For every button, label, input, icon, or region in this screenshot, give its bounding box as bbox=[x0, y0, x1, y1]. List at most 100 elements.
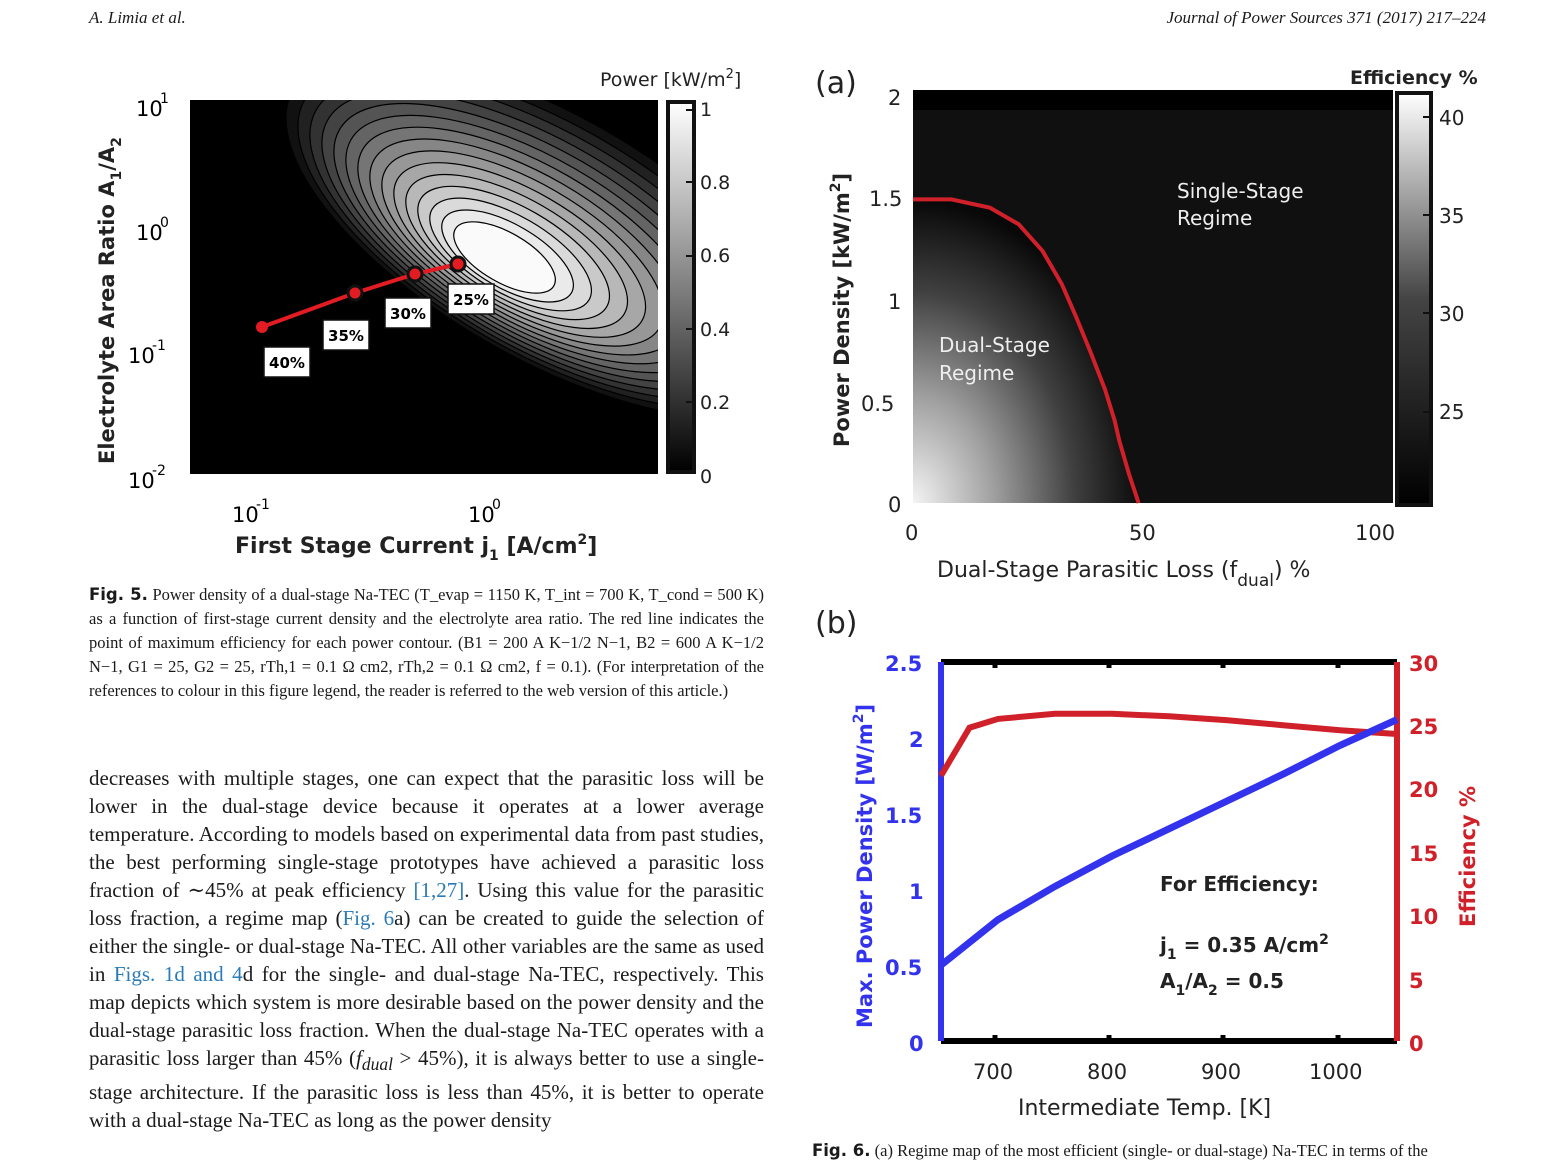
annotation-area-ratio: A1/A2 = 0.5 bbox=[1160, 969, 1284, 999]
svg-text:700: 700 bbox=[973, 1060, 1013, 1084]
fig6b-xticks: 700 800 900 1000 bbox=[973, 1060, 1362, 1084]
svg-text:0: 0 bbox=[492, 497, 501, 513]
efficiency-label-25: 25% bbox=[447, 283, 495, 315]
fig6a-colorbar bbox=[1395, 91, 1433, 507]
fig5-ytick-m1: 10-1 bbox=[128, 338, 166, 368]
figure-5-caption-label: Fig. 5. bbox=[89, 585, 148, 604]
svg-text:1: 1 bbox=[700, 99, 712, 121]
figs-link[interactable]: Figs. 1d and 4 bbox=[113, 962, 243, 986]
svg-text:1: 1 bbox=[909, 880, 924, 904]
efficiency-curve bbox=[938, 710, 1398, 778]
power-contours bbox=[273, 100, 658, 427]
svg-text:0: 0 bbox=[700, 466, 712, 488]
svg-text:-2: -2 bbox=[152, 463, 166, 479]
efficiency-label-30: 30% bbox=[384, 297, 432, 329]
fig6b-yticks-left: 2.5 2 1.5 1 0.5 0 bbox=[885, 652, 924, 1056]
figure-6a: (a) Single-Stage Regime Dual-Stage Regim… bbox=[815, 66, 1478, 591]
svg-text:10: 10 bbox=[1409, 905, 1438, 929]
svg-text:0.2: 0.2 bbox=[700, 392, 730, 414]
fig5-colorbar-ticks: 1 0.8 0.6 0.4 0.2 0 bbox=[686, 99, 730, 488]
svg-text:0: 0 bbox=[909, 1032, 924, 1056]
fig6a-panel-label: (a) bbox=[815, 66, 857, 101]
svg-text:35: 35 bbox=[1439, 204, 1464, 228]
single-stage-label-1: Single-Stage bbox=[1177, 179, 1304, 203]
svg-text:0.4: 0.4 bbox=[700, 319, 730, 341]
fig6b-xlabel: Intermediate Temp. [K] bbox=[1018, 1096, 1271, 1121]
dual-stage-label-1: Dual-Stage bbox=[939, 333, 1050, 357]
regime-boundary bbox=[913, 197, 1141, 504]
fig5-ytick-0: 100 bbox=[136, 215, 169, 245]
svg-text:30: 30 bbox=[1409, 652, 1438, 676]
svg-text:0: 0 bbox=[1409, 1032, 1424, 1056]
fig6-link[interactable]: Fig. 6 bbox=[342, 906, 395, 930]
citation-link[interactable]: [1,27] bbox=[413, 878, 465, 902]
fig6b-yticks-right: 30 25 20 15 10 5 0 bbox=[1409, 652, 1438, 1056]
svg-text:35%: 35% bbox=[328, 327, 364, 345]
svg-text:10: 10 bbox=[128, 344, 155, 368]
fig6a-xticks: 0 50 100 bbox=[905, 521, 1395, 545]
fig5-ytick-m2: 10-2 bbox=[128, 463, 166, 493]
svg-text:1.5: 1.5 bbox=[885, 804, 922, 828]
figure-5: 40% 35% 30% 25% 101 100 10-1 10-2 10-1 1… bbox=[95, 67, 741, 564]
figure-5-caption-text: Power density of a dual-stage Na-TEC (T_… bbox=[89, 585, 765, 700]
figure-6b: (b) 2.5 2 1.5 1 0.5 0 30 25 20 15 10 5 0… bbox=[815, 606, 1480, 1121]
svg-text:5: 5 bbox=[1409, 969, 1424, 993]
fig6b-panel-label: (b) bbox=[815, 606, 857, 641]
running-header-journal: Journal of Power Sources 371 (2017) 217–… bbox=[1166, 8, 1486, 27]
svg-text:10: 10 bbox=[468, 503, 495, 527]
svg-text:10: 10 bbox=[136, 97, 163, 121]
svg-text:0: 0 bbox=[905, 521, 918, 545]
svg-text:100: 100 bbox=[1355, 521, 1395, 545]
svg-text:0.8: 0.8 bbox=[700, 172, 730, 194]
svg-text:2: 2 bbox=[888, 86, 901, 110]
efficiency-label-35: 35% bbox=[322, 319, 370, 351]
fig6a-xlabel: Dual-Stage Parasitic Loss (fdual) % bbox=[937, 558, 1310, 591]
svg-text:800: 800 bbox=[1087, 1060, 1127, 1084]
svg-text:30: 30 bbox=[1439, 302, 1464, 326]
fig5-ytick-1: 101 bbox=[136, 91, 169, 121]
svg-text:2: 2 bbox=[909, 728, 924, 752]
power-density-curve bbox=[938, 716, 1399, 968]
efficiency-marker-25 bbox=[449, 255, 467, 273]
efficiency-marker-40 bbox=[256, 321, 268, 333]
max-efficiency-line bbox=[261, 262, 459, 329]
svg-text:25%: 25% bbox=[453, 291, 489, 309]
fig5-colorbar-title: Power [kW/m2] bbox=[600, 67, 741, 91]
fig5-xtick-m1: 10-1 bbox=[232, 497, 270, 527]
svg-text:10: 10 bbox=[136, 221, 163, 245]
fig5-xlabel: First Stage Current j1 [A/cm2] bbox=[235, 532, 597, 564]
svg-text:0.6: 0.6 bbox=[700, 245, 730, 267]
svg-text:-1: -1 bbox=[256, 497, 270, 513]
svg-text:-1: -1 bbox=[152, 338, 166, 354]
efficiency-marker-35 bbox=[346, 284, 364, 302]
fig6b-ylabel-right: Efficiency % bbox=[1456, 786, 1480, 927]
figure-5-caption: Fig. 5. Power density of a dual-stage Na… bbox=[89, 583, 764, 703]
efficiency-marker-30 bbox=[406, 265, 424, 283]
dual-stage-label-2: Regime bbox=[939, 361, 1014, 385]
annotation-title: For Efficiency: bbox=[1160, 872, 1319, 896]
svg-text:15: 15 bbox=[1409, 842, 1438, 866]
annotation-current: j1 = 0.35 A/cm2 bbox=[1159, 932, 1329, 963]
fig5-colorbar bbox=[666, 100, 696, 474]
fig5-xtick-0: 100 bbox=[468, 497, 501, 527]
svg-text:1000: 1000 bbox=[1309, 1060, 1362, 1084]
svg-text:40: 40 bbox=[1439, 106, 1464, 130]
svg-text:0.5: 0.5 bbox=[861, 392, 894, 416]
running-header-authors: A. Limia et al. bbox=[89, 8, 186, 27]
svg-text:25: 25 bbox=[1409, 715, 1438, 739]
fig6a-yticks: 2 1.5 1 0.5 0 bbox=[861, 86, 902, 517]
svg-text:40%: 40% bbox=[269, 354, 305, 372]
fig6a-colorbar-title: Efficiency % bbox=[1350, 67, 1478, 89]
fig6a-ylabel: Power Density [kW/m2] bbox=[828, 173, 854, 447]
svg-text:50: 50 bbox=[1129, 521, 1156, 545]
svg-text:1: 1 bbox=[160, 91, 169, 107]
efficiency-label-40: 40% bbox=[263, 346, 311, 378]
fig5-ylabel: Electrolyte Area Ratio A1/A2 bbox=[95, 137, 125, 464]
figure-6-caption-fragment: Fig. 6. (a) Regime map of the most effic… bbox=[812, 1141, 1428, 1160]
fig6b-xtick-marks bbox=[992, 659, 1341, 1044]
svg-text:2.5: 2.5 bbox=[885, 652, 922, 676]
svg-text:30%: 30% bbox=[390, 305, 426, 323]
single-stage-label-2: Regime bbox=[1177, 206, 1252, 230]
svg-text:10: 10 bbox=[128, 469, 155, 493]
svg-text:0.5: 0.5 bbox=[885, 956, 922, 980]
